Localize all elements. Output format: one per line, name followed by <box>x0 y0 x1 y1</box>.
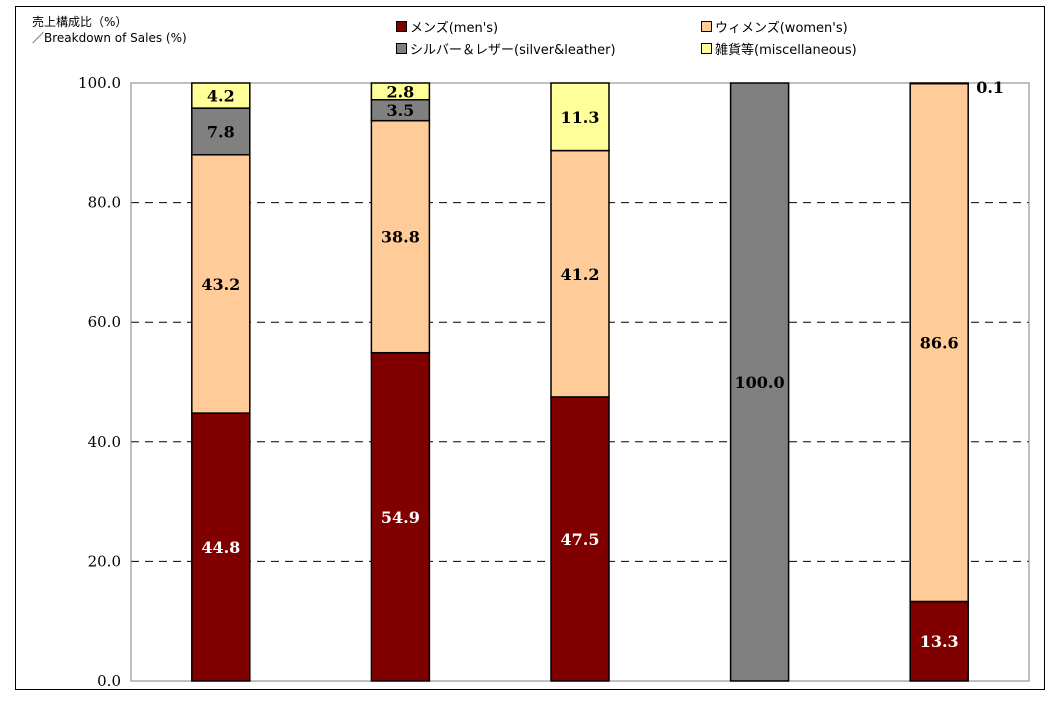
data-label: 4.2 <box>207 87 235 106</box>
legend-swatch-misc <box>701 43 712 54</box>
data-label: 54.9 <box>381 508 420 527</box>
y-tick-label: 0.0 <box>97 672 121 689</box>
legend-item-mens: メンズ(men's) <box>396 17 498 36</box>
data-label: 11.3 <box>561 108 600 127</box>
legend-swatch-mens <box>396 21 407 32</box>
bar-segment <box>370 82 431 101</box>
data-label: 38.8 <box>381 228 420 247</box>
legend-item-silver-leather: シルバー＆レザー(silver&leather) <box>396 39 616 58</box>
bar-segment <box>550 82 610 152</box>
data-label: 13.3 <box>920 632 959 651</box>
y-tick-label: 100.0 <box>78 74 121 92</box>
bar-segment <box>909 82 969 603</box>
data-label: 0.1 <box>976 78 1004 97</box>
legend-label-womens: ウィメンズ(women's) <box>715 21 848 36</box>
y-axis-title-ja: 売上構成比（%） <box>32 15 128 29</box>
y-tick-label: 80.0 <box>88 194 121 212</box>
y-axis-title-en: ／Breakdown of Sales (%) <box>32 31 187 45</box>
bar-segment <box>191 107 251 156</box>
legend-label-misc: 雑貨等(miscellaneous) <box>715 43 857 58</box>
data-label: 7.8 <box>207 122 235 141</box>
data-label: 43.2 <box>201 275 240 294</box>
legend-item-womens: ウィメンズ(women's) <box>701 17 848 36</box>
bar-segment <box>370 119 431 354</box>
bar-segment <box>909 82 969 85</box>
data-label: 47.5 <box>561 530 600 549</box>
y-tick-label: 40.0 <box>88 433 121 451</box>
legend-item-misc: 雑貨等(miscellaneous) <box>701 39 857 58</box>
y-tick-label: 60.0 <box>88 313 121 331</box>
data-label: 3.5 <box>386 101 414 120</box>
bar-segment <box>191 82 251 109</box>
y-tick-label: 20.0 <box>88 552 121 570</box>
data-label: 41.2 <box>561 265 600 284</box>
bar-segment <box>729 82 790 682</box>
stacked-bar-chart: 0.0 20.0 40.0 60.0 80.0 100.0 44.8 43.2 7.8 4.2 54… <box>78 74 1030 689</box>
bar-segment <box>909 600 969 682</box>
bar-segment <box>550 149 610 398</box>
legend-swatch-silver-leather <box>396 43 407 54</box>
legend-label-silver-leather: シルバー＆レザー(silver&leather) <box>410 43 616 58</box>
legend-swatch-womens <box>701 21 712 32</box>
data-label: 44.8 <box>201 538 240 557</box>
data-label: 86.6 <box>920 334 959 353</box>
bar-segment <box>550 396 610 682</box>
data-label: 100.0 <box>735 373 785 392</box>
data-label: 2.8 <box>386 82 414 101</box>
bar-segment <box>370 351 431 682</box>
legend-label-mens: メンズ(men's) <box>410 21 499 36</box>
chart-frame: 売上構成比（%） ／Breakdown of Sales (%) メンズ(men… <box>15 6 1045 690</box>
